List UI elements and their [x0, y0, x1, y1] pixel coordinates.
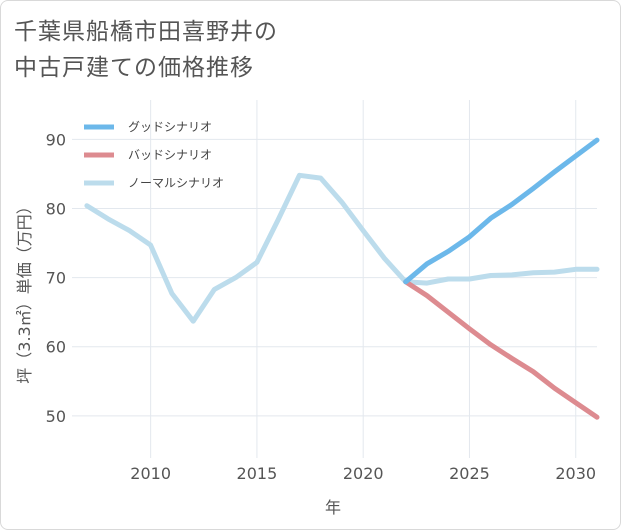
series-lines [84, 137, 600, 420]
legend-label-good: グッドシナリオ [128, 120, 212, 134]
title-line-2: 中古戸建ての価格推移 [14, 55, 254, 81]
x-tick-label-2015: 2015 [237, 464, 278, 483]
legend-label-bad: バッドシナリオ [128, 148, 212, 162]
x-axis-title: 年 [325, 498, 341, 517]
y-tick-label-80: 80 [46, 200, 66, 219]
y-axis-title: 坪（3.3㎡）単価（万円） [15, 198, 34, 383]
series-line-bad [403, 279, 600, 420]
series-line-good [403, 137, 600, 285]
axis-ticks: 2010 2015 2020 2025 2030 50 60 70 80 90 [46, 130, 596, 483]
series-line-normal [84, 172, 600, 324]
x-tick-label-2010: 2010 [130, 464, 171, 483]
x-tick-label-2030: 2030 [555, 464, 596, 483]
x-tick-label-2020: 2020 [343, 464, 384, 483]
x-tick-label-2025: 2025 [449, 464, 490, 483]
grid-lines [72, 100, 597, 458]
title-line-1: 千葉県船橋市田喜野井の [14, 19, 278, 45]
legend-label-normal: ノーマルシナリオ [128, 176, 224, 190]
y-tick-label-90: 90 [46, 130, 66, 149]
plot-area [72, 100, 597, 458]
y-tick-label-50: 50 [46, 407, 66, 426]
y-tick-label-60: 60 [46, 338, 66, 357]
chart-title: 千葉県船橋市田喜野井の 中古戸建ての価格推移 [14, 14, 278, 86]
y-tick-label-70: 70 [46, 269, 66, 288]
